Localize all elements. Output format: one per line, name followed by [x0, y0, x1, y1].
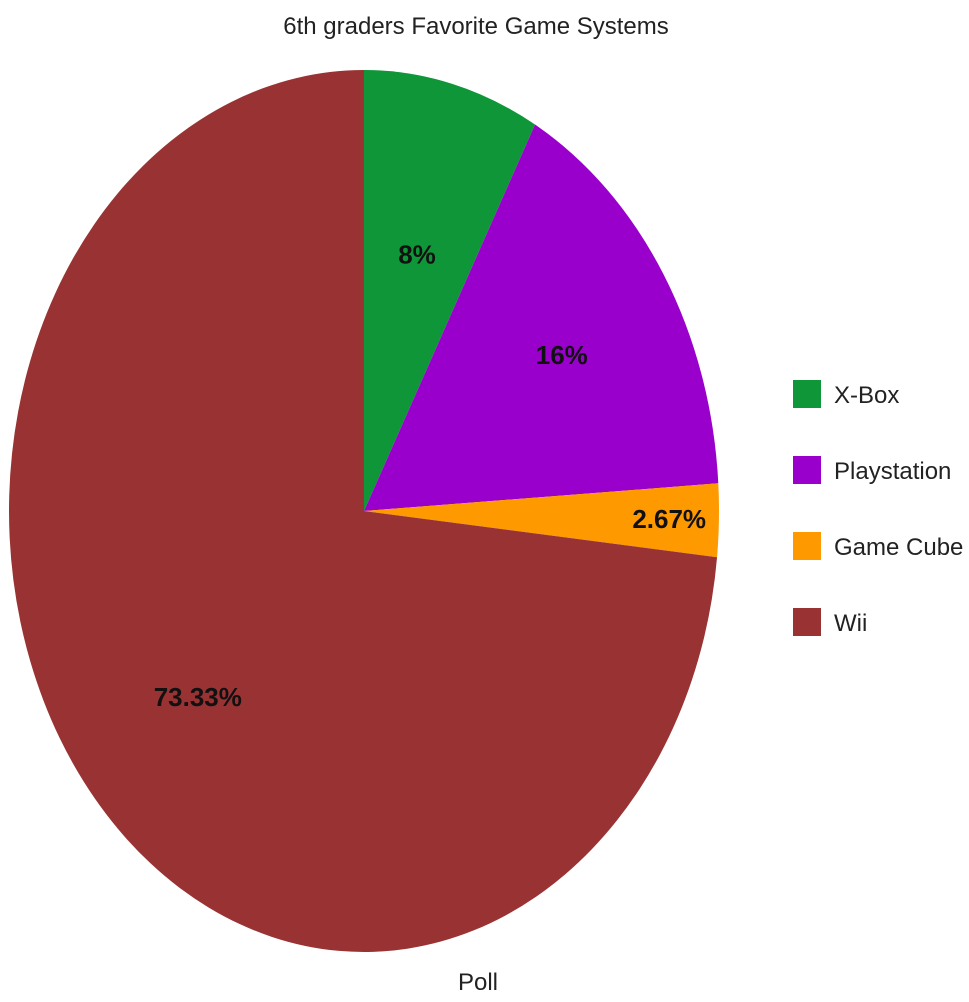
slice-labels: 8% 16% 2.67% 73.33% [154, 240, 706, 712]
legend-label: Wii [834, 610, 867, 637]
slice-label: 2.67% [632, 504, 706, 534]
slice-label: 73.33% [154, 682, 242, 712]
legend-swatch [793, 456, 821, 484]
legend-label: Game Cube [834, 534, 963, 561]
x-axis-label: Poll [458, 969, 498, 996]
pie-slice-x-box [364, 70, 536, 511]
legend-swatch [793, 380, 821, 408]
legend-label: Playstation [834, 458, 951, 485]
legend-label: X-Box [834, 382, 899, 409]
slice-label: 8% [398, 240, 436, 270]
pie-slice-wii [9, 70, 718, 953]
legend-swatch [793, 608, 821, 636]
legend: X-Box Playstation Game Cube Wii [793, 380, 963, 637]
pie-slice-game-cube [364, 483, 720, 558]
pie-slice-playstation [364, 124, 719, 512]
chart-title: 6th graders Favorite Game Systems [283, 13, 668, 40]
pie-slices [9, 70, 720, 953]
slice-label: 16% [536, 340, 588, 370]
legend-swatch [793, 532, 821, 560]
